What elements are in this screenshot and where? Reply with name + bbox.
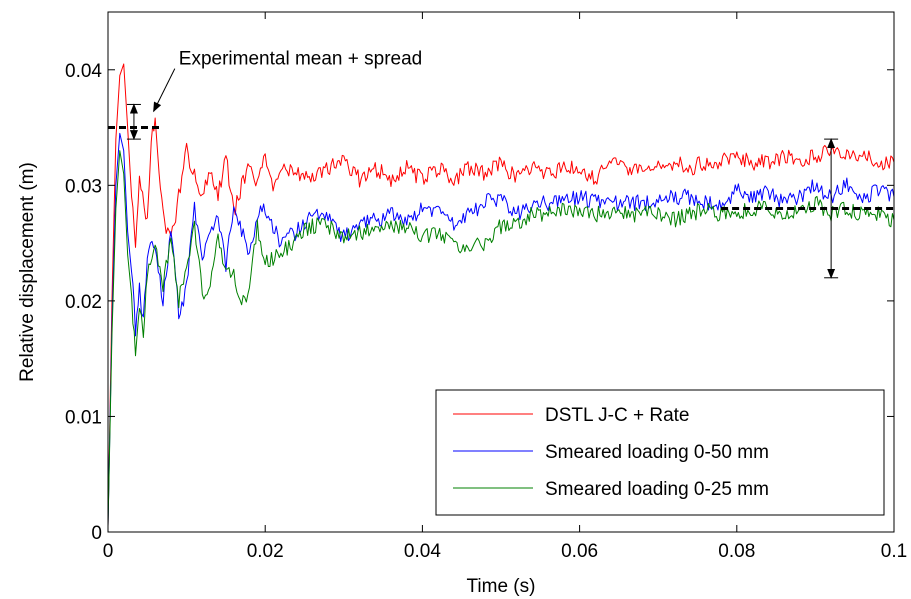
legend-box: [435, 389, 885, 516]
legend: DSTL J-C + Rate Smeared loading 0-50 mm Sm…: [435, 389, 885, 516]
y-tick-label: 0.03: [65, 176, 102, 197]
x-tick-label: 0.02: [247, 541, 284, 562]
x-tick-label: 0.08: [718, 541, 755, 562]
x-tick-label: 0.1: [881, 541, 907, 562]
x-tick-label: 0.06: [561, 541, 598, 562]
ticks-layer: 0 0.02 0.04 0.06 0.08 0.1 0 0.01 0.02 0.03 0.04: [65, 12, 907, 562]
series-layer: [107, 63, 895, 527]
annotation-layer: Experimental mean + spread: [108, 49, 894, 279]
y-tick-label: 0.02: [65, 292, 102, 313]
x-axis-label: Time (s): [467, 576, 536, 597]
legend-label: DSTL J-C + Rate: [545, 405, 689, 426]
x-tick-label: 0.04: [404, 541, 441, 562]
series-line-2: [107, 132, 895, 527]
y-tick-label: 0.04: [65, 61, 102, 82]
y-axis-label: Relative displacement (m): [17, 162, 38, 382]
series-line-3: [107, 150, 895, 527]
y-tick-label: 0.01: [65, 407, 102, 428]
legend-label: Smeared loading 0-25 mm: [545, 479, 769, 500]
legend-label: Smeared loading 0-50 mm: [545, 442, 769, 463]
annotation-pointer-arrow: [153, 68, 176, 113]
y-tick-label: 0: [91, 523, 102, 544]
x-tick-label: 0: [103, 541, 114, 562]
annotation-text: Experimental mean + spread: [179, 49, 422, 70]
plot-frame: [107, 11, 895, 533]
